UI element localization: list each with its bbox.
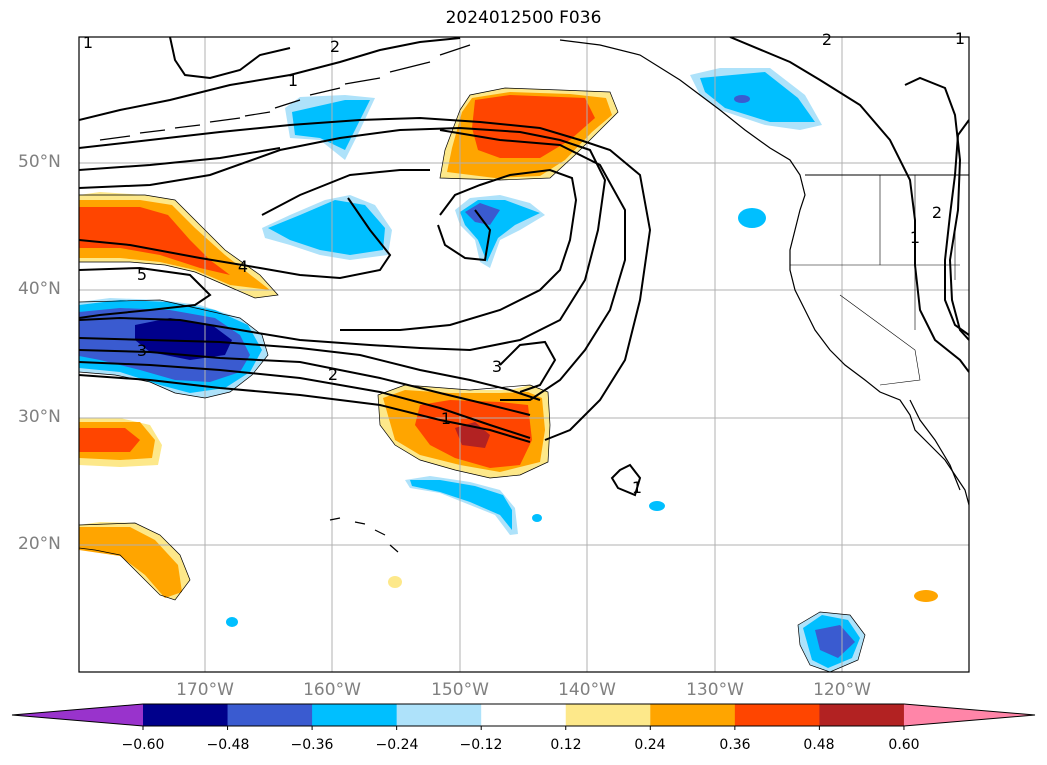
lon-label: 120°W (813, 680, 871, 700)
contour-label: 2 (328, 365, 338, 384)
colorbar-extend-low (12, 704, 143, 726)
colorbar-segment (227, 704, 313, 726)
colorbar-segment (312, 704, 398, 726)
colorbar-tick-label: 0.36 (719, 737, 751, 753)
colorbar-extend-high (903, 704, 1035, 726)
colorbar-tick-label: 0.12 (550, 737, 582, 753)
map-frame (78, 36, 970, 673)
contour-label: 5 (137, 265, 147, 284)
lat-label: 50°N (18, 152, 61, 172)
lat-label: 20°N (18, 534, 61, 554)
contour-label: 1 (955, 29, 965, 48)
colorbar-tick-label: 0.24 (634, 737, 666, 753)
lat-label: 40°N (18, 279, 61, 299)
colorbar-segment (396, 704, 482, 726)
colorbar-tick-label: −0.60 (121, 737, 165, 753)
contour-label-layer: 1 2 3 4 5 1 2 3 1 1 2 1 2 1 (83, 29, 965, 497)
colorbar-segment (481, 704, 567, 726)
contour-label: 1 (83, 33, 93, 52)
lat-label: 30°N (18, 407, 61, 427)
colorbar-tick-label: −0.12 (459, 737, 503, 753)
lon-label: 130°W (686, 680, 744, 700)
colorbar-segment (565, 704, 651, 726)
contour-label: 3 (492, 357, 502, 376)
contour-label: 1 (288, 71, 298, 90)
map-title: 2024012500 F036 (445, 8, 602, 28)
strong-negative-core (135, 318, 232, 360)
colorbar-tick-label: 0.48 (803, 737, 835, 753)
gridlines (79, 37, 969, 672)
coastlines (99, 39, 969, 553)
colorbar-tick-label: −0.48 (206, 737, 250, 753)
lon-label: 160°W (303, 680, 361, 700)
colorbar-segment (650, 704, 736, 726)
shading-outlines (79, 87, 866, 672)
colorbar (11, 703, 1036, 730)
colorbar-tick-label: 0.60 (888, 737, 920, 753)
lon-label: 150°W (431, 680, 489, 700)
contour-label: 1 (910, 228, 920, 247)
contour-label: 1 (632, 478, 642, 497)
colorbar-segment (819, 704, 905, 726)
lon-label: 170°W (176, 680, 234, 700)
contour-label: 1 (441, 409, 451, 428)
contour-lines (79, 37, 969, 497)
colorbar-tick-label: −0.36 (290, 737, 334, 753)
colorbar-segment (734, 704, 820, 726)
colorbar-tick-label: −0.24 (375, 737, 419, 753)
colorbar-segment (143, 704, 229, 726)
contour-label: 4 (238, 257, 248, 276)
contour-label: 2 (932, 203, 942, 222)
contour-label: 2 (822, 30, 832, 49)
contour-label: 3 (137, 341, 147, 360)
contour-label: 2 (330, 37, 340, 56)
lon-label: 140°W (558, 680, 616, 700)
